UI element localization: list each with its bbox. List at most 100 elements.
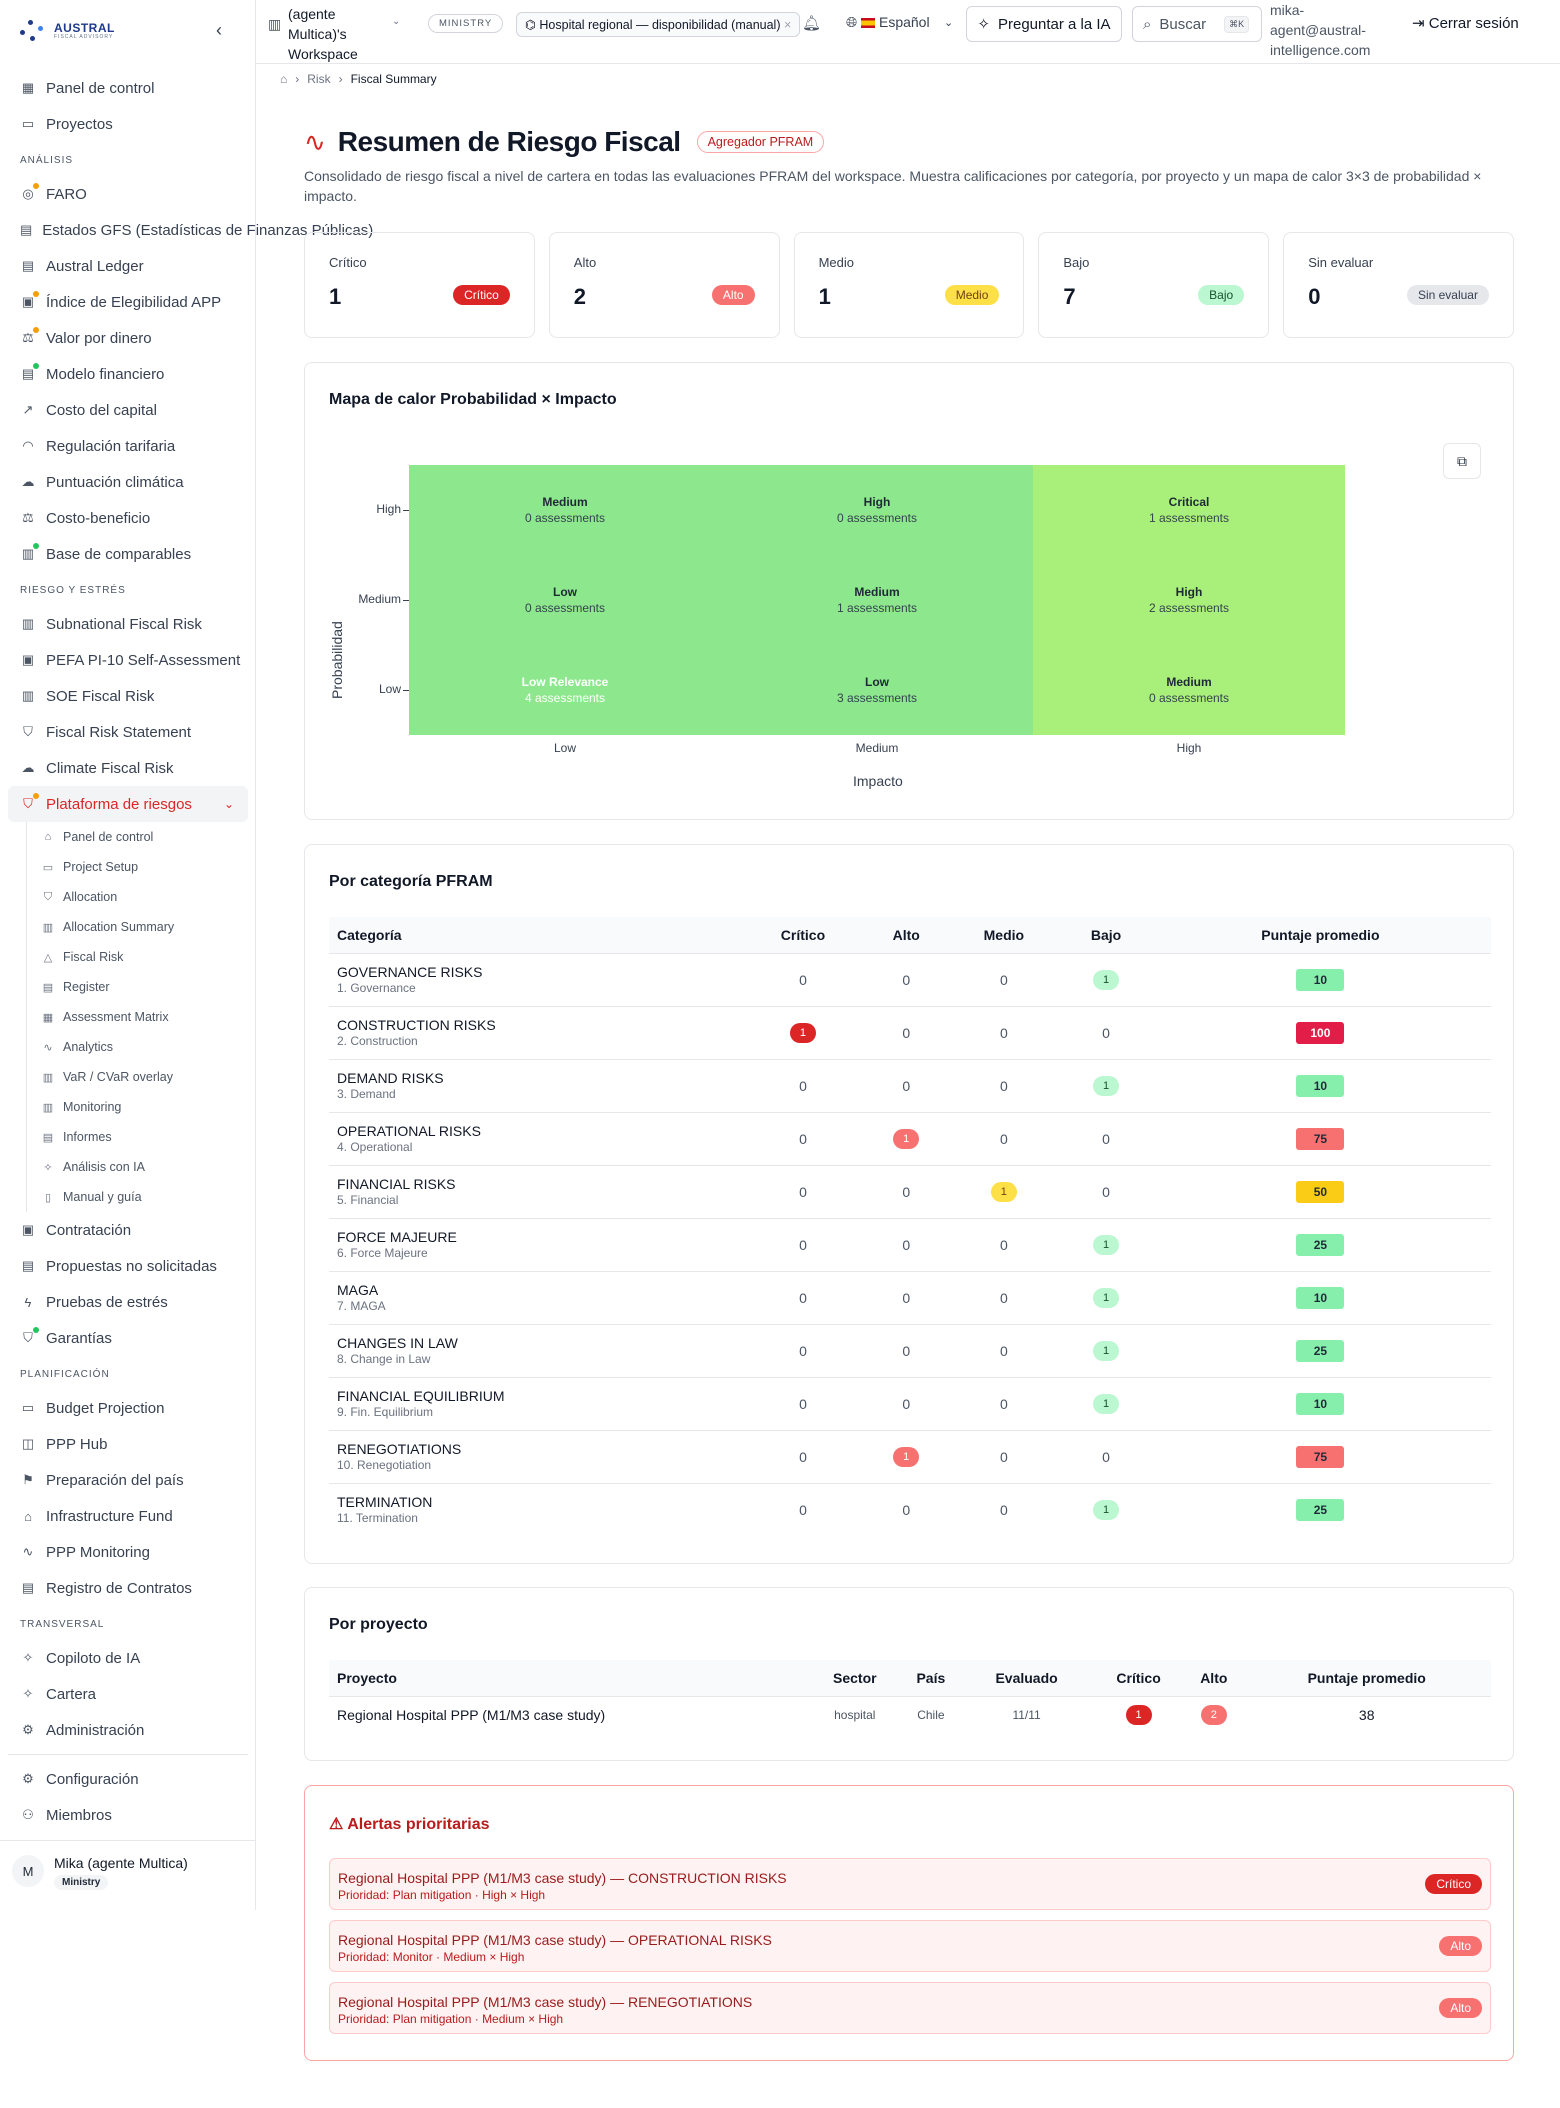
sidebar-item-pruebas-de-estr-s[interactable]: ϟ Pruebas de estrés — [8, 1284, 248, 1320]
heatmap-cell[interactable]: Medium 0 assessments — [409, 465, 721, 555]
sidebar-item-preparaci-n-del-pa-s[interactable]: ⚑ Preparación del país — [8, 1462, 248, 1498]
breadcrumb-risk[interactable]: Risk — [307, 72, 331, 86]
score-badge: 100 — [1296, 1021, 1345, 1044]
sidebar-item-project-setup[interactable]: ▭ Project Setup — [41, 852, 248, 882]
sidebar-item-monitoring[interactable]: ▥ Monitoring — [41, 1092, 248, 1122]
sidebar-item-fiscal-risk[interactable]: △ Fiscal Risk — [41, 942, 248, 972]
score-cell: 10 — [1149, 1270, 1491, 1324]
table-row[interactable]: GOVERNANCE RISKS 1. Governance 0 0 0 1 10 — [329, 952, 1491, 1006]
sidebar-item-var-cvar-overlay[interactable]: ▥ VaR / CVaR overlay — [41, 1062, 248, 1092]
sidebar-item-fiscal-risk-statement[interactable]: ⛉ Fiscal Risk Statement — [8, 714, 248, 750]
count-cell: 0 — [739, 1111, 867, 1165]
column-header: Alto — [1185, 1660, 1243, 1696]
project-selector[interactable]: ⌬ Hospital regional — disponibilidad (ma… — [516, 12, 801, 37]
sidebar-item-proyectos[interactable]: ▭ Proyectos — [8, 106, 248, 142]
table-row[interactable]: TERMINATION 11. Termination 0 0 0 1 25 — [329, 1482, 1491, 1536]
sidebar-item-infrastructure-fund[interactable]: ⌂ Infrastructure Fund — [8, 1498, 248, 1534]
sidebar-item-garant-as[interactable]: ⛉ Garantías — [8, 1320, 248, 1356]
search-button[interactable]: ⌕ Buscar ⌘K — [1132, 6, 1262, 42]
heatmap-cell[interactable]: Low 0 assessments — [409, 555, 721, 645]
status-badge: Alto — [711, 285, 755, 305]
sidebar-item-assessment-matrix[interactable]: ▦ Assessment Matrix — [41, 1002, 248, 1032]
sidebar-item-registro-de-contratos[interactable]: ▤ Registro de Contratos — [8, 1570, 248, 1606]
sidebar-item--ndice-de-elegibilidad-app[interactable]: ▣ Índice de Elegibilidad APP — [8, 284, 248, 320]
sidebar-item-climate-fiscal-risk[interactable]: ☁ Climate Fiscal Risk — [8, 750, 248, 786]
sidebar-item-allocation[interactable]: ⛉ Allocation — [41, 882, 248, 912]
sidebar-item-plataforma-de-riesgos[interactable]: ⛉ Plataforma de riesgos ⌄ — [8, 786, 248, 822]
sidebar-item-estados-gfs-estad-sticas-de-finanzas-p-blicas-[interactable]: ▤ Estados GFS (Estadísticas de Finanzas P… — [8, 212, 373, 248]
sidebar-item-manual-y-gu-a[interactable]: ▯ Manual y guía — [41, 1182, 248, 1212]
column-header: Alto — [866, 917, 946, 953]
doc-icon: ▤ — [20, 222, 33, 237]
sidebar-item-register[interactable]: ▤ Register — [41, 972, 248, 1002]
table-row[interactable]: MAGA 7. MAGA 0 0 0 1 10 — [329, 1270, 1491, 1324]
sidebar-item-an-lisis-con-ia[interactable]: ✧ Análisis con IA — [41, 1152, 248, 1182]
language-selector[interactable]: 🌐︎ Español — [846, 14, 930, 31]
sidebar-item-copiloto-de-ia[interactable]: ✧ Copiloto de IA — [8, 1640, 248, 1676]
heatmap-cell[interactable]: High 0 assessments — [721, 465, 1033, 555]
sidebar-item-cartera[interactable]: ✧ Cartera — [8, 1676, 248, 1712]
table-row[interactable]: FINANCIAL EQUILIBRIUM 9. Fin. Equilibrium… — [329, 1376, 1491, 1430]
table-row[interactable]: FORCE MAJEURE 6. Force Majeure 0 0 0 1 25 — [329, 1217, 1491, 1271]
sidebar-item-administraci-n[interactable]: ⚙ Administración — [8, 1712, 248, 1748]
sidebar-item-miembros[interactable]: ⚇ Miembros — [8, 1797, 248, 1833]
table-row[interactable]: RENEGOTIATIONS 10. Renegotiation 0 1 0 0 75 — [329, 1429, 1491, 1483]
logout-button[interactable]: ⇥ Cerrar sesión — [1412, 14, 1519, 32]
sidebar-item-costo-del-capital[interactable]: ↗ Costo del capital — [8, 392, 248, 428]
sidebar-item-panel-de-control[interactable]: ▦ Panel de control — [8, 70, 248, 106]
chevron-down-icon[interactable]: ⌄ — [944, 17, 954, 29]
heatmap-cell[interactable]: Medium 1 assessments — [721, 555, 1033, 645]
sidebar-item-panel-de-control[interactable]: ⌂ Panel de control — [41, 822, 248, 852]
heatmap-cell[interactable]: High 2 assessments — [1033, 555, 1345, 645]
copy-icon[interactable]: ⧉ — [1443, 443, 1481, 479]
sidebar-item-subnational-fiscal-risk[interactable]: ▥ Subnational Fiscal Risk — [8, 606, 248, 642]
sidebar-item-contrataci-n[interactable]: ▣ Contratación — [8, 1212, 248, 1248]
heatmap-cell[interactable]: Critical 1 assessments — [1033, 465, 1345, 555]
table-row[interactable]: FINANCIAL RISKS 5. Financial 0 0 1 0 50 — [329, 1164, 1491, 1218]
sidebar-item-pefa-pi-10-self-assessment[interactable]: ▣ PEFA PI-10 Self-Assessment — [8, 642, 248, 678]
sidebar-item-configuraci-n[interactable]: ⚙ Configuración — [8, 1761, 248, 1797]
activity-icon: ∿ — [43, 1041, 53, 1054]
table-row[interactable]: CONSTRUCTION RISKS 2. Construction 1 0 0 0 100 — [329, 1005, 1491, 1059]
bell-icon[interactable]: 🔔︎ — [802, 15, 822, 32]
sidebar-item-analytics[interactable]: ∿ Analytics — [41, 1032, 248, 1062]
alert-item[interactable]: Regional Hospital PPP (M1/M3 case study)… — [329, 1858, 1491, 1910]
heatmap-cell[interactable]: Low Relevance 4 assessments — [409, 645, 721, 735]
user-profile[interactable]: M Mika (agente Multica) Ministry — [0, 1840, 256, 1910]
ask-ai-button[interactable]: ✧ Preguntar a la IA — [966, 6, 1122, 42]
alert-subtitle: Prioridad: Monitor · Medium × High — [338, 1950, 525, 1964]
heatmap-cell[interactable]: Medium 0 assessments — [1033, 645, 1345, 735]
chevron-down-icon[interactable]: ⌄ — [392, 16, 401, 27]
table-row[interactable]: Regional Hospital PPP (M1/M3 case study)… — [329, 1695, 1491, 1734]
chevron-down-icon[interactable]: ⌄ — [223, 797, 234, 811]
heatmap-x-label: Impacto — [853, 773, 903, 789]
sidebar-item-budget-projection[interactable]: ▭ Budget Projection — [8, 1390, 248, 1426]
sidebar-item-ppp-hub[interactable]: ◫ PPP Hub — [8, 1426, 248, 1462]
sidebar-item-valor-por-dinero[interactable]: ⚖ Valor por dinero — [8, 320, 248, 356]
count-value: 0 — [999, 1448, 1008, 1465]
sidebar-item-modelo-financiero[interactable]: ▤ Modelo financiero — [8, 356, 248, 392]
workspace-switcher[interactable]: (agente Multica)'s Workspace — [288, 6, 358, 62]
alert-item[interactable]: Regional Hospital PPP (M1/M3 case study)… — [329, 1920, 1491, 1972]
table-row[interactable]: DEMAND RISKS 3. Demand 0 0 0 1 10 — [329, 1058, 1491, 1112]
sidebar-item-regulaci-n-tarifaria[interactable]: ◠ Regulación tarifaria — [8, 428, 248, 464]
sidebar-item-label: Plataforma de riesgos — [46, 795, 192, 813]
table-row[interactable]: OPERATIONAL RISKS 4. Operational 0 1 0 0 75 — [329, 1111, 1491, 1165]
sidebar-item-puntuaci-n-clim-tica[interactable]: ☁ Puntuación climática — [8, 464, 248, 500]
sidebar-item-austral-ledger[interactable]: ▤ Austral Ledger — [8, 248, 248, 284]
brand-logo[interactable]: AUSTRAL FISCAL ADVISORY — [20, 16, 115, 46]
close-icon[interactable]: × — [780, 18, 792, 32]
sidebar-item-soe-fiscal-risk[interactable]: ▥ SOE Fiscal Risk — [8, 678, 248, 714]
alert-item[interactable]: Regional Hospital PPP (M1/M3 case study)… — [329, 1982, 1491, 2034]
table-row[interactable]: CHANGES IN LAW 8. Change in Law 0 0 0 1 25 — [329, 1323, 1491, 1377]
sidebar-item-ppp-monitoring[interactable]: ∿ PPP Monitoring — [8, 1534, 248, 1570]
sidebar-item-propuestas-no-solicitadas[interactable]: ▤ Propuestas no solicitadas — [8, 1248, 248, 1284]
sidebar-item-informes[interactable]: ▤ Informes — [41, 1122, 248, 1152]
home-icon[interactable]: ⌂ — [280, 72, 288, 86]
sidebar-item-allocation-summary[interactable]: ▥ Allocation Summary — [41, 912, 248, 942]
heatmap-cell[interactable]: Low 3 assessments — [721, 645, 1033, 735]
sidebar-item-costo-beneficio[interactable]: ⚖ Costo-beneficio — [8, 500, 248, 536]
sidebar-item-faro[interactable]: ◎ FARO — [8, 176, 248, 212]
sidebar-item-base-de-comparables[interactable]: ▥ Base de comparables — [8, 536, 248, 572]
collapse-sidebar-icon[interactable]: ‹ — [216, 20, 222, 40]
